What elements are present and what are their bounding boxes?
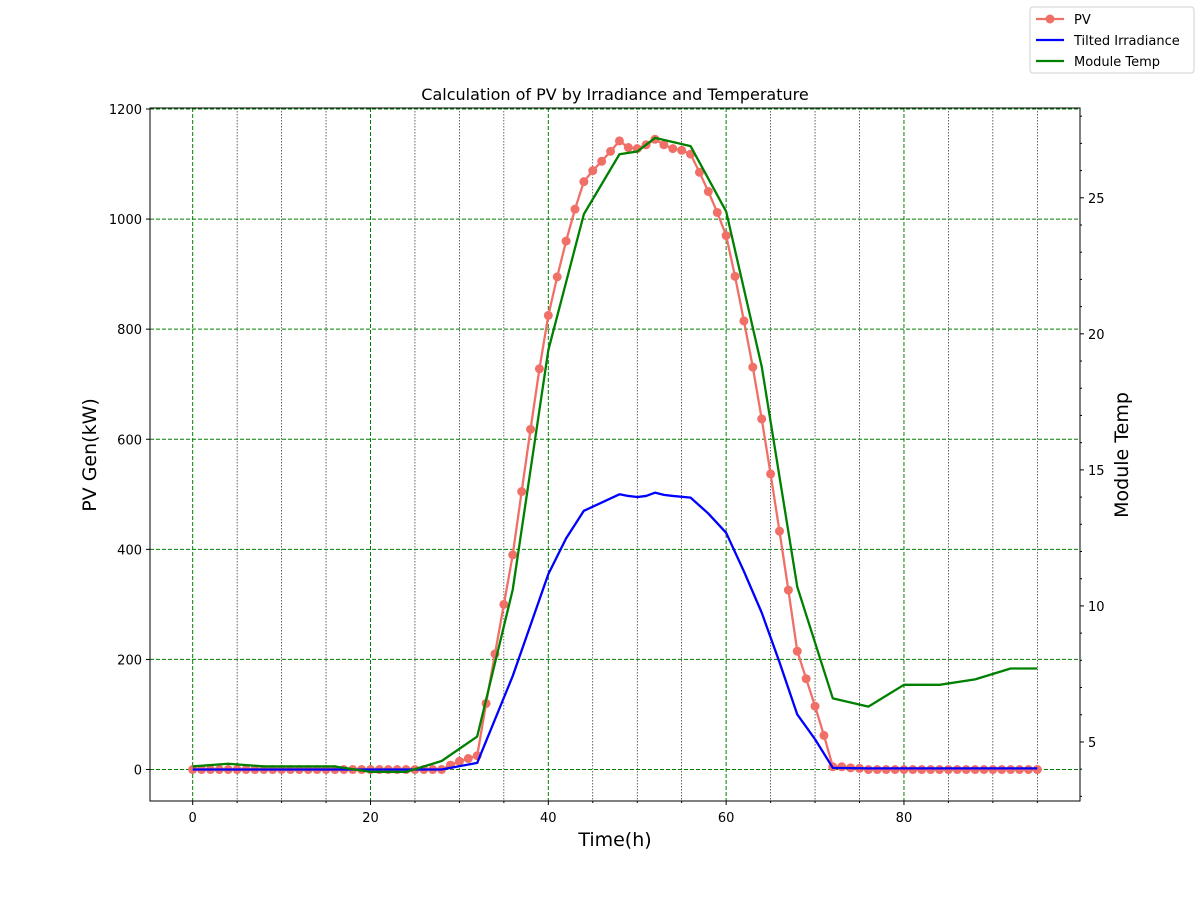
pv-point [570, 204, 580, 214]
pv-point [534, 364, 544, 374]
legend-label-module-temp: Module Temp [1074, 55, 1160, 70]
y-tick-label: 400 [117, 543, 142, 558]
y2-tick-label: 20 [1088, 328, 1105, 343]
pv-point [703, 187, 713, 197]
x-tick-label: 0 [189, 811, 197, 826]
pv-point [837, 762, 847, 772]
pv-point [748, 362, 758, 372]
pv-point [757, 414, 767, 424]
pv-point [606, 146, 616, 156]
pv-point [463, 754, 473, 764]
pv-point [526, 424, 536, 434]
pv-point [499, 599, 509, 609]
y-tick-label: 0 [134, 764, 142, 779]
x-tick-label: 80 [896, 811, 913, 826]
pv-point [579, 177, 589, 187]
legend-box [1029, 6, 1195, 74]
pv-point [712, 207, 722, 217]
pv-point [819, 730, 829, 740]
y2-axis-label: Module Temp [1111, 392, 1133, 518]
pv-point [614, 136, 624, 146]
legend: PV Tilted Irradiance Module Temp [1029, 6, 1195, 74]
y2-tick-label: 15 [1088, 464, 1105, 479]
pv-point [597, 156, 607, 166]
tilted-irradiance-line [192, 491, 1038, 771]
x-tick-label: 40 [540, 811, 557, 826]
series-group [188, 134, 1042, 775]
chart-title: Calculation of PV by Irradiance and Temp… [421, 85, 808, 104]
x-axis-label: Time(h) [577, 829, 651, 851]
pv-point [739, 316, 749, 326]
y-tick-label: 1200 [109, 103, 142, 118]
plot-frame [149, 107, 1081, 802]
pv-point [774, 526, 784, 536]
y-tick-label: 800 [117, 323, 142, 338]
x-tick-label: 20 [362, 811, 379, 826]
pv-point [668, 144, 678, 154]
legend-label-tilted-irradiance: Tilted Irradiance [1073, 34, 1180, 49]
pv-point [766, 469, 776, 479]
pv-point [517, 487, 527, 497]
pv-point [454, 756, 464, 766]
pv-point [588, 166, 598, 176]
grid [150, 108, 1080, 801]
pv-point [721, 231, 731, 241]
pv-point [552, 272, 562, 282]
y2-tick-label: 10 [1088, 600, 1105, 615]
pv-point [783, 585, 793, 595]
y-tick-label: 1000 [109, 213, 142, 228]
pv-point [730, 271, 740, 281]
pv-point [561, 236, 571, 246]
pv-point [623, 143, 633, 153]
pv-point [508, 550, 518, 560]
y2-tick-label: 5 [1088, 736, 1096, 751]
pv-point [792, 646, 802, 656]
pv-point [801, 674, 811, 684]
y2-tick-label: 25 [1088, 192, 1105, 207]
y-tick-label: 600 [117, 433, 142, 448]
y-tick-label: 200 [117, 653, 142, 668]
pv-point [677, 145, 687, 155]
pv-point [810, 701, 820, 711]
pv-point [659, 140, 669, 150]
legend-label-pv: PV [1074, 13, 1091, 28]
x-tick-label: 60 [718, 811, 735, 826]
pv-point [543, 310, 553, 320]
module-temp-line [192, 136, 1038, 774]
pv-point [694, 167, 704, 177]
y-axis-label: PV Gen(kW) [79, 398, 101, 512]
legend-marker-pv [1045, 14, 1055, 24]
